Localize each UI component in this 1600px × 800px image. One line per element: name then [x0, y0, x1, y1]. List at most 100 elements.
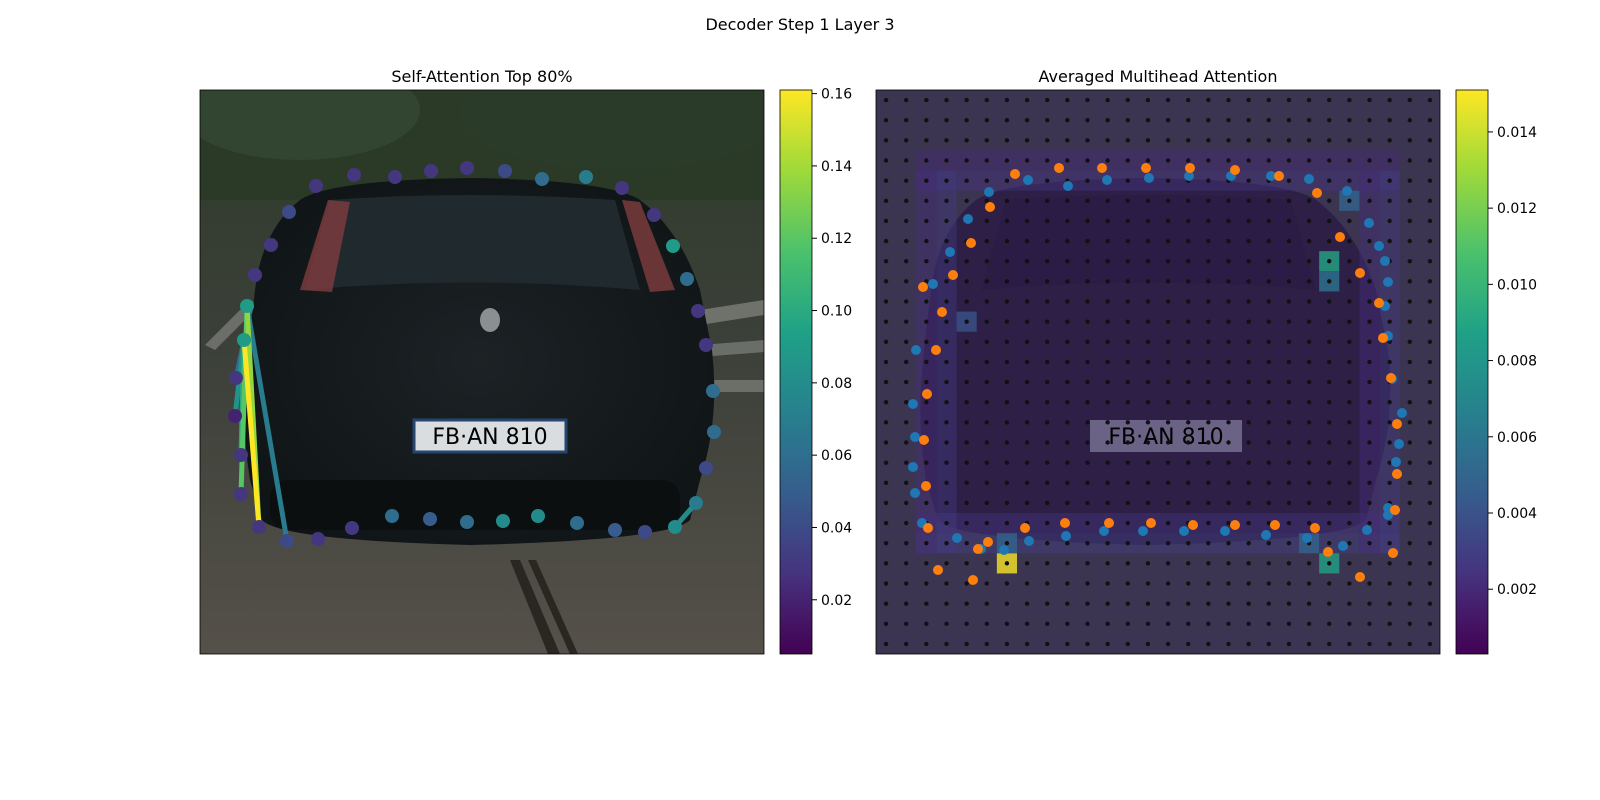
grid-point: [984, 440, 989, 445]
colorbar-tick-label: 0.02: [821, 593, 852, 609]
grid-point: [1045, 440, 1050, 445]
grid-point: [1407, 118, 1412, 123]
grid-point: [1367, 621, 1372, 626]
grid-point: [1065, 359, 1070, 365]
grid-point: [1286, 319, 1292, 324]
grid-point: [1387, 218, 1392, 224]
grid-point: [1367, 138, 1372, 143]
grid-point: [1266, 400, 1271, 405]
grid-point: [1327, 198, 1332, 203]
grid-point: [1024, 420, 1030, 425]
grid-point: [1024, 621, 1030, 626]
grid-point: [1105, 138, 1110, 143]
grid-point: [1045, 359, 1050, 365]
grid-point: [904, 500, 909, 506]
grid-point: [1206, 420, 1211, 425]
grid-point: [1085, 319, 1090, 324]
grid-point: [964, 641, 969, 647]
grid-point: [1286, 158, 1292, 163]
grid-point: [1266, 319, 1271, 324]
grid-point: [1125, 400, 1130, 405]
grid-point: [1327, 520, 1332, 526]
grid-point: [1407, 238, 1412, 244]
grid-point: [1065, 400, 1070, 405]
grid-point: [924, 541, 929, 546]
grid-point: [1407, 601, 1412, 606]
grid-point: [1004, 279, 1010, 284]
grid-point: [1306, 158, 1312, 163]
grid-point: [1165, 400, 1171, 405]
grid-point: [964, 158, 969, 163]
grid-point: [1407, 641, 1412, 647]
grid-point: [1266, 339, 1271, 344]
grid-point: [904, 480, 909, 485]
grid-point: [1246, 420, 1251, 425]
right-plate-text: FB·AN 810: [1108, 425, 1223, 450]
grid-point: [984, 198, 989, 203]
grid-point: [1165, 118, 1171, 123]
grid-point: [1226, 500, 1231, 506]
grid-point: [1306, 400, 1312, 405]
reference-point: [1261, 530, 1271, 540]
grid-point: [1206, 238, 1211, 244]
grid-point: [1186, 601, 1191, 606]
grid-point: [904, 339, 909, 344]
grid-point: [1407, 561, 1412, 566]
grid-point: [1286, 520, 1292, 526]
grid-point: [1306, 97, 1312, 103]
grid-point: [924, 259, 929, 264]
grid-point: [944, 319, 949, 324]
grid-point: [1165, 561, 1171, 566]
grid-point: [984, 158, 989, 163]
grid-point: [1045, 138, 1050, 143]
grid-point: [1226, 520, 1231, 526]
sampling-point: [1310, 523, 1320, 533]
grid-point: [1024, 500, 1030, 506]
grid-point: [964, 339, 969, 344]
grid-point: [1427, 601, 1433, 606]
grid-point: [1165, 279, 1171, 284]
grid-point: [1105, 440, 1110, 445]
grid-point: [1306, 480, 1312, 485]
grid-point: [1186, 561, 1191, 566]
grid-point: [904, 279, 909, 284]
grid-point: [944, 299, 949, 304]
grid-point: [1206, 641, 1211, 647]
grid-point: [1065, 339, 1070, 344]
grid-point: [1327, 420, 1332, 425]
grid-point: [1024, 581, 1030, 586]
grid-point: [1347, 238, 1352, 244]
grid-point: [1246, 198, 1251, 203]
grid-point: [924, 138, 929, 143]
sampling-point: [968, 575, 978, 585]
grid-point: [1266, 581, 1271, 586]
grid-point: [1367, 400, 1372, 405]
reference-point: [910, 488, 920, 498]
grid-point: [1024, 379, 1030, 385]
reference-point: [1304, 174, 1314, 184]
grid-point: [924, 238, 929, 244]
grid-point: [1085, 500, 1090, 506]
grid-point: [1165, 238, 1171, 244]
grid-point: [1004, 359, 1010, 365]
grid-point: [1266, 118, 1271, 123]
grid-point: [1266, 218, 1271, 224]
grid-point: [1145, 561, 1151, 566]
grid-point: [1246, 319, 1251, 324]
grid-point: [1367, 238, 1372, 244]
grid-point: [1065, 581, 1070, 586]
grid-point: [1125, 460, 1130, 465]
grid-point: [1105, 460, 1110, 465]
grid-point: [1306, 420, 1312, 425]
sampling-point: [1097, 163, 1107, 173]
grid-point: [1145, 601, 1151, 606]
grid-point: [1105, 621, 1110, 626]
grid-point: [1105, 218, 1110, 224]
grid-point: [1286, 339, 1292, 344]
vertex-point: [282, 205, 296, 219]
grid-point: [1387, 359, 1392, 365]
grid-point: [944, 400, 949, 405]
vertex-point: [638, 525, 652, 539]
grid-point: [964, 198, 969, 203]
vertex-point: [647, 208, 661, 222]
